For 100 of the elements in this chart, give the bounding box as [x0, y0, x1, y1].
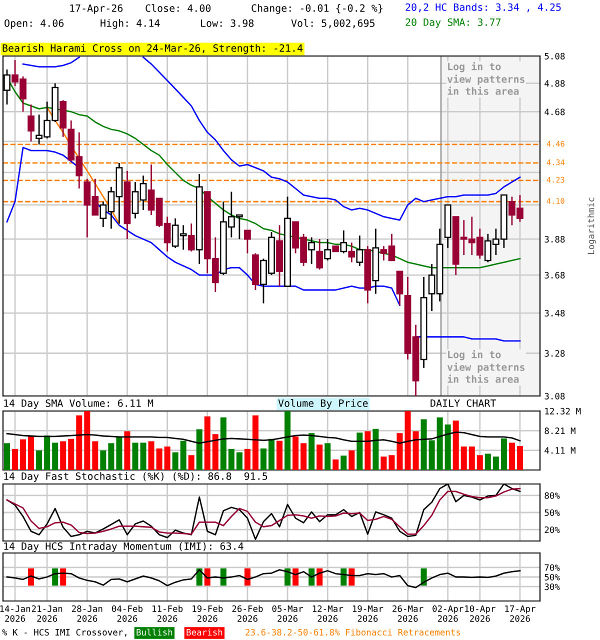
candlestick — [340, 230, 348, 254]
bar — [52, 442, 58, 470]
bar — [420, 419, 427, 470]
bar — [228, 448, 234, 470]
text: Low: 3.98 — [201, 19, 254, 27]
bar — [300, 443, 307, 470]
bar — [428, 440, 435, 470]
bar — [188, 455, 194, 470]
bar — [212, 434, 218, 470]
x-tick-label: 17-Apr 2026 — [505, 605, 536, 622]
candlestick — [324, 238, 332, 262]
bar — [460, 446, 467, 470]
candlestick — [356, 234, 364, 267]
y-tick-label: 3.48 — [544, 310, 565, 317]
bar — [492, 456, 499, 470]
bar — [324, 443, 331, 470]
bar — [116, 436, 122, 470]
x-tick-label: 04-Feb 2026 — [112, 605, 143, 622]
text: DAILY CHART — [430, 399, 496, 407]
y-tick-label: 30% — [544, 583, 560, 590]
chart-title: 14 Day SMA Volume: 6.11 M — [4, 399, 154, 409]
line-series — [6, 569, 521, 588]
bar — [172, 452, 178, 470]
bar — [252, 415, 258, 470]
bar — [436, 417, 443, 470]
bar — [316, 444, 323, 470]
bar — [268, 438, 275, 470]
bar — [68, 438, 74, 470]
bar — [196, 429, 202, 470]
y-tick-label: 70% — [544, 564, 560, 571]
bar — [100, 450, 106, 470]
bar — [484, 454, 491, 470]
text: 17-Apr-26 — [70, 4, 123, 14]
text: Open: 4.06 — [4, 19, 64, 29]
bar — [292, 436, 299, 470]
y-tick-label: 5.08 — [544, 52, 565, 60]
text: 20 Day SMA: 3.77 — [406, 18, 501, 28]
bar — [380, 456, 387, 470]
y-tick-label: 50% — [544, 509, 560, 516]
bar — [516, 446, 523, 470]
x-tick-label: 10-Apr 2026 — [465, 605, 496, 622]
bar — [84, 411, 90, 470]
y-tick-label: 80% — [544, 492, 560, 499]
bar — [236, 452, 242, 470]
bar — [156, 448, 162, 470]
x-tick-label: 05-Mar 2026 — [272, 605, 303, 622]
text: Volume By Price — [278, 399, 368, 409]
annotation: Log in to view patterns in this area — [447, 62, 524, 95]
bar — [180, 440, 186, 470]
bar — [132, 442, 138, 470]
text: Vol: 5,002,695 — [291, 19, 374, 28]
text: Change: -0.01 {-0.2 %} — [252, 4, 382, 14]
candlestick — [28, 104, 34, 142]
y-tick-label: 3.88 — [544, 236, 565, 243]
candlestick — [348, 242, 356, 263]
x-tick-label: 19-Feb 2026 — [192, 605, 223, 622]
bar — [36, 450, 42, 470]
y-tick-label: 4.68 — [544, 108, 565, 116]
text: Bearish Harami Cross on 24-Mar-26, Strength: -21.4 — [2, 44, 303, 54]
y-tick-label: 50% — [544, 574, 560, 580]
bar — [340, 456, 347, 470]
bar — [500, 438, 507, 470]
y-axis-title: Logarithmic — [587, 198, 596, 254]
bar — [164, 446, 170, 470]
candlestick — [396, 270, 404, 306]
text: Close: 4.00 — [146, 4, 211, 12]
x-tick-label: 11-Feb 2026 — [152, 605, 183, 622]
bar — [284, 411, 291, 470]
text: Bullish — [136, 628, 172, 636]
bar — [140, 442, 146, 470]
chart-title: 14 Day Fast Stochastic (%K) (%D): 86.8 91.5 — [4, 472, 268, 482]
bar — [260, 448, 266, 470]
y-tick-label: 4.88 — [544, 80, 565, 87]
x-tick-label: 21-Jan 2026 — [32, 605, 62, 622]
bar — [468, 446, 475, 470]
text: % K - HCS IMI Crossover, — [2, 628, 126, 637]
bar — [308, 433, 315, 470]
bar — [108, 443, 114, 470]
text: 23.6-38.2-50-61.8% Fibonacci Retracements — [246, 628, 460, 636]
bar — [20, 439, 26, 470]
x-tick-label: 14-Jan 2026 — [0, 605, 30, 622]
bar — [4, 443, 10, 470]
bar — [124, 431, 130, 470]
bar — [348, 450, 355, 470]
annotation: Log in to view patterns in this area — [447, 350, 524, 383]
bar — [444, 424, 451, 470]
bar — [12, 448, 18, 470]
text: 20,2 HC Bands: 3.34 , 4.25 — [406, 3, 561, 12]
y-tick-label: 3.68 — [544, 272, 565, 279]
x-tick-label: 28-Jan 2026 — [72, 605, 102, 622]
bar — [244, 448, 250, 470]
bar — [92, 441, 98, 470]
bar — [356, 432, 363, 470]
bar — [60, 441, 66, 470]
chart-title: 14 Day HCS Intraday Momentum (IMI): 63.4 — [4, 542, 244, 552]
text: Bearish — [186, 628, 222, 636]
bar — [28, 436, 34, 470]
bar — [388, 455, 395, 470]
x-tick-label: 19-Mar 2026 — [352, 605, 384, 622]
bar — [76, 415, 82, 470]
